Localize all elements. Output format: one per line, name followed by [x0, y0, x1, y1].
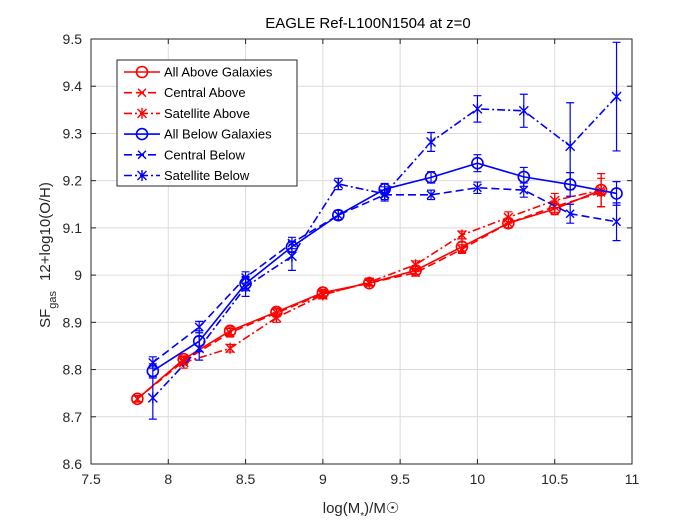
legend-item: Central Below [124, 147, 246, 162]
chart-title: EAGLE Ref-L100N1504 at z=0 [265, 15, 471, 32]
data-point [225, 342, 236, 354]
axis-ticks: 7.5 8 8.5 9 9.5 10 10.5 11 8.6 8.7 8.8 8.9 9 9.1 9.2 9.… [63, 31, 640, 487]
x-axis-label: log(M*)/M☉ [323, 500, 400, 522]
data-point [410, 259, 421, 271]
data-point [610, 187, 623, 200]
data-point [565, 209, 575, 219]
series-line [183, 189, 602, 364]
y-tick-label: 9 [74, 267, 82, 283]
data-point [147, 392, 158, 404]
data-point [503, 212, 514, 223]
data-point [225, 328, 235, 338]
data-point [333, 178, 344, 190]
y-tick-label: 8.9 [63, 314, 83, 330]
legend-marker [137, 88, 147, 98]
data-point [271, 312, 282, 324]
legend: All Above Galaxies Central Above Satellite… [116, 59, 298, 187]
data-point [471, 156, 484, 170]
data-point [286, 250, 297, 262]
data-point [472, 103, 483, 115]
legend-item: All Above Galaxies [124, 65, 273, 80]
legend-label: All Above Galaxies [164, 65, 273, 80]
data-point [612, 217, 622, 227]
legend-item: Central Above [124, 85, 246, 100]
data-point [240, 281, 251, 293]
data-point [333, 210, 343, 220]
series-layer [131, 41, 623, 420]
y-tick-label: 8.8 [63, 362, 83, 378]
y-tick-label: 8.6 [63, 456, 83, 472]
data-point [519, 185, 529, 195]
legend-marker [137, 170, 147, 181]
x-tick-label: 10 [470, 471, 486, 487]
y-tick-label: 9.4 [63, 78, 83, 94]
data-point [194, 322, 204, 332]
data-point [411, 268, 421, 278]
data-point [426, 136, 437, 148]
legend-marker [135, 65, 149, 79]
data-point [379, 188, 390, 200]
x-tick-label: 9 [319, 471, 327, 487]
data-point [611, 91, 622, 103]
legend-label: Central Below [164, 147, 246, 162]
legend-marker [137, 107, 147, 119]
legend-label: Satellite Above [164, 106, 250, 121]
legend-label: Central Above [164, 85, 246, 100]
legend-item: Satellite Above [124, 106, 250, 121]
data-point [457, 244, 467, 254]
legend-marker [137, 150, 147, 160]
y-tick-label: 9.5 [63, 31, 83, 47]
data-point [364, 276, 375, 288]
y-tick-label: 9.2 [63, 173, 83, 189]
series-line [136, 191, 602, 400]
svg-text:log(M*)/M☉: log(M*)/M☉ [323, 500, 400, 522]
data-point [317, 289, 328, 301]
data-point [565, 140, 576, 152]
data-point [194, 342, 205, 354]
data-point [178, 356, 189, 368]
series-satellite-below [147, 41, 622, 420]
data-point [472, 183, 482, 193]
data-point [132, 394, 142, 404]
x-tick-label: 10.5 [541, 471, 568, 487]
data-point [456, 229, 467, 241]
data-point [426, 190, 436, 200]
x-tick-label: 8.5 [236, 471, 256, 487]
data-point [148, 357, 158, 367]
y-tick-label: 9.3 [63, 125, 83, 141]
data-point [518, 105, 529, 117]
data-point [332, 208, 345, 222]
data-point [517, 170, 531, 184]
x-tick-label: 9.5 [390, 471, 410, 487]
y-tick-label: 9.1 [63, 220, 83, 236]
x-tick-label: 7.5 [81, 471, 101, 487]
x-tick-label: 8 [164, 471, 172, 487]
data-point [424, 171, 438, 184]
legend-item: Satellite Below [124, 168, 250, 183]
x-tick-label: 11 [625, 471, 640, 487]
legend-marker [135, 127, 149, 141]
legend-label: Satellite Below [164, 168, 250, 183]
plot-frame [90, 38, 633, 465]
legend-item: All Below Galaxies [124, 127, 272, 142]
legend-label: All Below Galaxies [164, 127, 272, 142]
y-tick-label: 8.7 [63, 409, 83, 425]
series-line [152, 96, 618, 399]
data-point [131, 392, 144, 406]
legend-box [116, 59, 298, 187]
